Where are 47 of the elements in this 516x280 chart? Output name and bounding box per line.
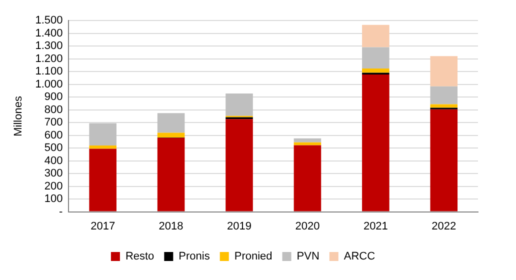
y-tick-label: 1.300 [35,40,63,52]
bar [157,113,185,133]
y-tick-label: 800 [44,104,63,116]
legend-label: Pronis [178,250,210,263]
bar [294,145,322,212]
y-tick-label: 100 [44,193,63,206]
bar [89,146,116,149]
y-tick-label: 400 [44,154,63,167]
bar [226,119,253,212]
y-tick-label: - [59,206,64,218]
bar [430,56,458,86]
x-tick-label: 2017 [90,220,116,232]
y-tick-label: 1.200 [35,52,63,65]
y-tick-label: 500 [44,142,63,154]
y-tick-label: 200 [44,180,63,192]
y-tick-label: 300 [44,168,63,180]
bar [362,24,390,48]
y-axis-title: Millones [12,96,25,136]
y-tick-label: 900 [44,91,63,104]
bar [157,132,185,138]
x-tick-label: 2022 [432,220,456,232]
bar [430,86,458,104]
bar [157,138,185,212]
legend-label: PVN [296,250,320,263]
x-tick-label: 2021 [363,220,388,232]
x-tick-label: 2019 [227,220,252,232]
legend-label: Pronied [234,250,272,263]
y-tick-label: 700 [44,116,63,129]
bar [362,47,390,69]
bar [89,123,116,146]
legend-label: Resto [125,250,154,263]
y-tick-label: 1.500 [35,14,63,27]
bar [362,74,390,212]
bar [430,109,458,212]
bar [362,68,390,73]
bar [294,138,322,142]
bar [294,142,322,146]
y-tick-label: 1.400 [35,27,63,40]
bar [226,94,253,116]
legend-label: ARCC [344,250,376,263]
x-tick-label: 2020 [295,220,320,232]
y-tick-label: 1.100 [35,66,63,78]
x-tick-label: 2018 [158,220,184,232]
y-tick-label: 600 [44,129,63,142]
bar [430,104,458,108]
bar [89,148,116,212]
y-tick-label: 1.000 [35,78,63,90]
